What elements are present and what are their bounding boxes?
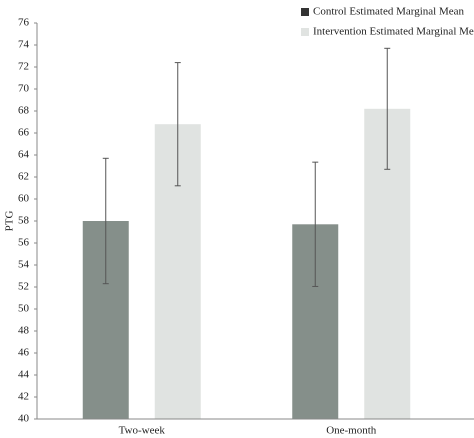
y-tick-label: 62 bbox=[18, 171, 29, 183]
y-tick-label: 56 bbox=[18, 237, 30, 249]
y-tick-label: 42 bbox=[18, 391, 29, 403]
legend-swatch bbox=[301, 28, 309, 36]
legend-label: Intervention Estimated Marginal Mean bbox=[313, 26, 474, 38]
y-tick-label: 52 bbox=[18, 281, 29, 293]
y-tick-label: 74 bbox=[18, 39, 30, 51]
y-tick-label: 50 bbox=[18, 303, 30, 315]
y-tick-label: 46 bbox=[18, 347, 30, 359]
y-tick-label: 66 bbox=[18, 127, 30, 139]
y-tick-label: 44 bbox=[18, 369, 30, 381]
y-tick-label: 60 bbox=[18, 193, 30, 205]
x-tick-label: One-month bbox=[326, 425, 377, 437]
y-tick-label: 76 bbox=[18, 17, 30, 29]
y-tick-label: 70 bbox=[18, 83, 30, 95]
y-tick-label: 68 bbox=[18, 105, 30, 117]
x-tick-label: Two-week bbox=[119, 425, 166, 437]
y-tick-label: 58 bbox=[18, 215, 30, 227]
legend-swatch bbox=[301, 8, 309, 16]
y-tick-label: 72 bbox=[18, 61, 29, 73]
y-axis-label: PTG bbox=[4, 211, 16, 232]
legend-label: Control Estimated Marginal Mean bbox=[313, 6, 465, 18]
y-tick-label: 54 bbox=[18, 259, 30, 271]
y-tick-label: 48 bbox=[18, 325, 30, 337]
y-tick-label: 40 bbox=[18, 413, 30, 425]
y-tick-label: 64 bbox=[18, 149, 30, 161]
